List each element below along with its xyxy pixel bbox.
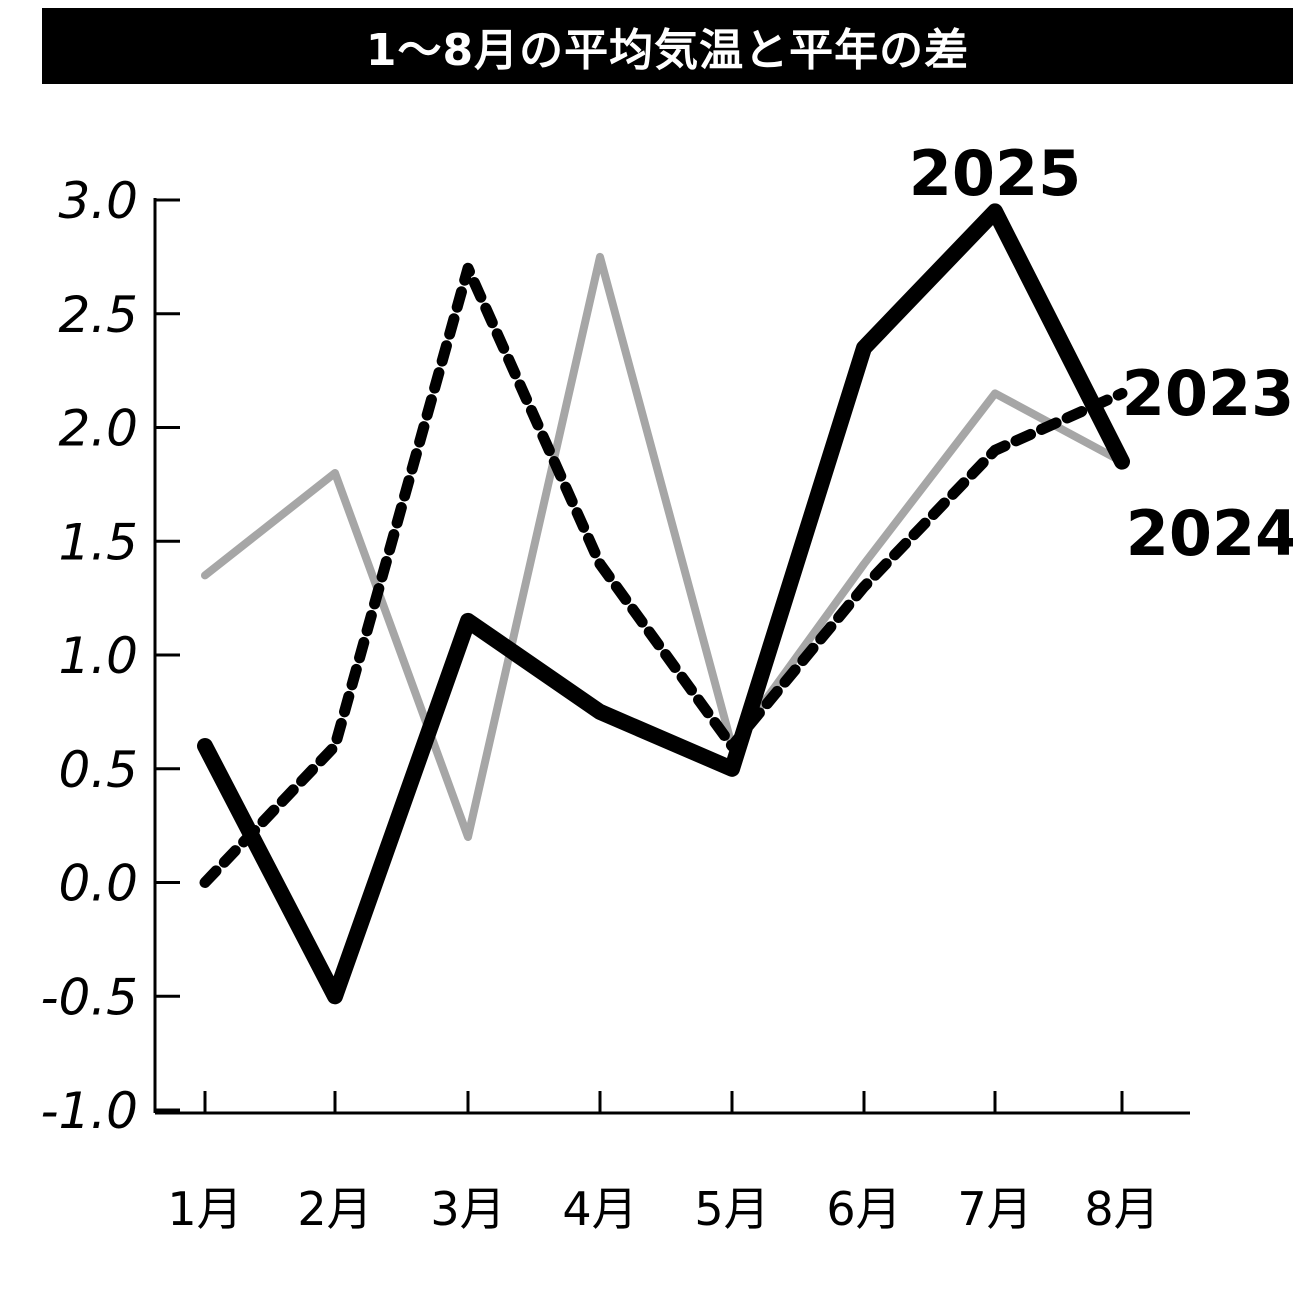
x-tick-label: 3月 <box>430 1182 505 1236</box>
x-tick-label: 4月 <box>562 1182 637 1236</box>
series-label-2025: 2025 <box>909 137 1082 210</box>
y-axis-ticks: 3.0 2.5 2.0 1.5 1.0 0.5 0.0 -0.5 -1.0 <box>40 172 180 1140</box>
x-tick-label: 7月 <box>957 1182 1032 1236</box>
x-tick-label: 5月 <box>694 1182 769 1236</box>
x-axis-ticks: 1月 2月 3月 4月 5月 6月 7月 8月 <box>167 1091 1160 1236</box>
y-tick-label: -0.5 <box>40 968 138 1026</box>
y-tick-label: 0.5 <box>58 741 138 799</box>
series-line-2023 <box>199 262 1128 888</box>
chart-title-bar: 1～8月の平均気温と平年の差 <box>42 8 1293 84</box>
series-line-2025 <box>197 203 1130 1005</box>
y-tick-label: 3.0 <box>58 172 138 230</box>
chart-title: 1～8月の平均気温と平年の差 <box>365 25 970 76</box>
series-lines <box>197 203 1130 1005</box>
series-label-2024: 2024 <box>1126 497 1293 570</box>
y-tick-label: 1.5 <box>58 513 138 571</box>
series-labels: 2023 2024 2025 <box>909 137 1293 570</box>
series-label-2023: 2023 <box>1122 357 1293 430</box>
series-line-2024 <box>201 252 1126 841</box>
y-tick-label: 2.0 <box>58 400 138 458</box>
y-tick-label: 0.0 <box>58 855 138 913</box>
x-tick-label: 2月 <box>297 1182 372 1236</box>
x-tick-label: 8月 <box>1084 1182 1159 1236</box>
y-tick-label: 1.0 <box>58 627 138 685</box>
x-tick-label: 1月 <box>167 1182 242 1236</box>
y-tick-label: -1.0 <box>40 1082 138 1140</box>
x-tick-label: 6月 <box>826 1182 901 1236</box>
y-tick-label: 2.5 <box>58 286 138 344</box>
